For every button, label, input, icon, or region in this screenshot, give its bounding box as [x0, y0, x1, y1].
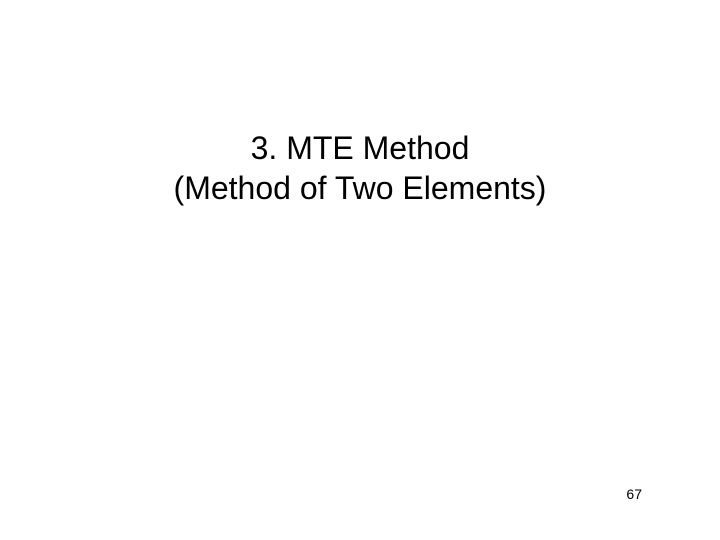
slide-title-block: 3. MTE Method (Method of Two Elements)	[0, 128, 720, 208]
page-number: 67	[626, 486, 642, 502]
slide-title-line-1: 3. MTE Method	[0, 128, 720, 168]
slide-title-line-2: (Method of Two Elements)	[0, 168, 720, 208]
